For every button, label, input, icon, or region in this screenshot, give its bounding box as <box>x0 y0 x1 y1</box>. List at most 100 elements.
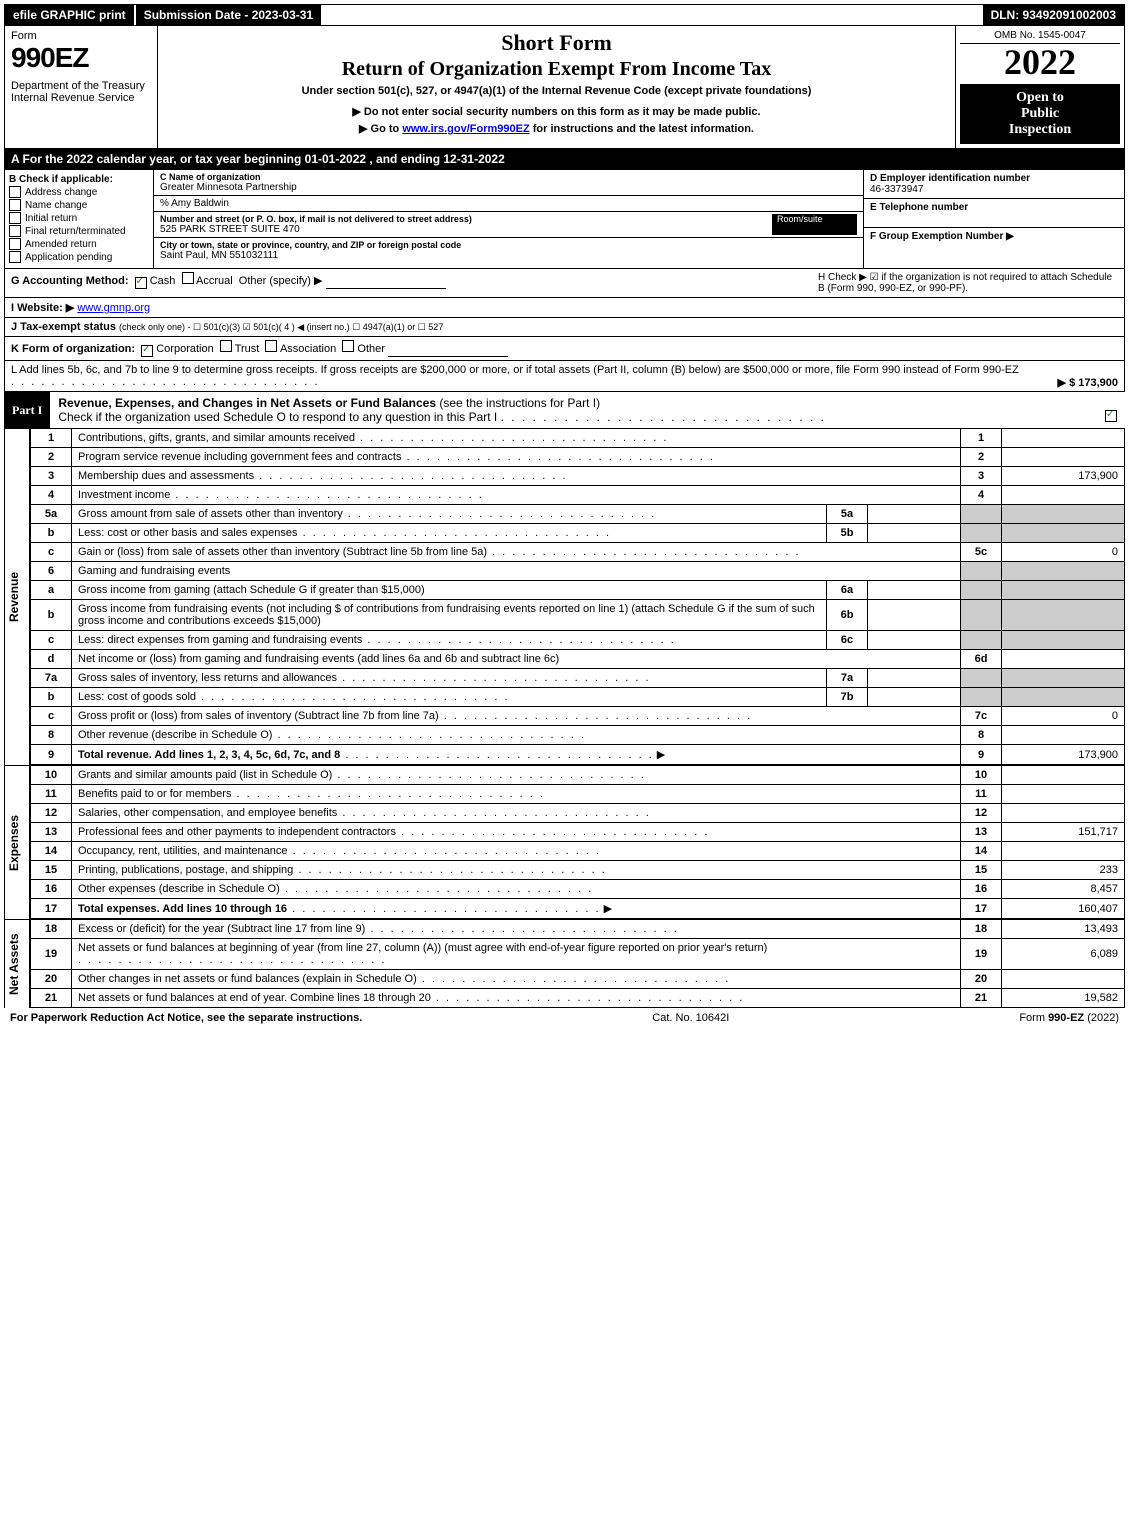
room-suite-label: Room/suite <box>772 214 857 235</box>
j-label: J Tax-exempt status <box>11 321 116 333</box>
cb-name-change[interactable]: Name change <box>9 199 149 211</box>
other-specify-blank[interactable] <box>326 276 446 289</box>
val-18: 13,493 <box>1002 920 1125 939</box>
page-footer: For Paperwork Reduction Act Notice, see … <box>4 1008 1125 1028</box>
cb-cash[interactable] <box>135 277 147 289</box>
i-label: I Website: ▶ <box>11 302 74 314</box>
cb-address-change[interactable]: Address change <box>9 186 149 198</box>
part1-title-bold: Revenue, Expenses, and Changes in Net As… <box>58 396 436 410</box>
cb-schedule-o[interactable] <box>1105 410 1117 422</box>
row-i: I Website: ▶ www.gmnp.org <box>4 298 1125 318</box>
val-6b <box>868 600 961 631</box>
cb-accrual[interactable] <box>182 272 194 284</box>
form-header: Form 990EZ Department of the Treasury In… <box>4 26 1125 149</box>
footer-right: Form 990-EZ (2022) <box>1019 1012 1119 1024</box>
row-gh: G Accounting Method: Cash Accrual Other … <box>4 269 1125 298</box>
footer-left: For Paperwork Reduction Act Notice, see … <box>10 1012 362 1024</box>
website-link[interactable]: www.gmnp.org <box>77 302 150 314</box>
city-value: Saint Paul, MN 551032111 <box>160 250 857 261</box>
val-2 <box>1002 448 1125 467</box>
val-10 <box>1002 766 1125 785</box>
title-short-form: Short Form <box>162 30 951 56</box>
other-org-blank[interactable] <box>388 344 508 357</box>
val-7c: 0 <box>1002 707 1125 726</box>
col-b-checkboxes: B Check if applicable: Address change Na… <box>5 170 154 268</box>
g-label: G Accounting Method: <box>11 275 129 287</box>
part1-check-line: Check if the organization used Schedule … <box>58 410 497 424</box>
netassets-table: 18Excess or (deficit) for the year (Subt… <box>30 919 1125 1008</box>
val-11 <box>1002 785 1125 804</box>
cb-corp[interactable] <box>141 345 153 357</box>
val-7a <box>868 669 961 688</box>
expenses-section: Expenses 10Grants and similar amounts pa… <box>4 765 1125 919</box>
irs-link[interactable]: www.irs.gov/Form990EZ <box>402 123 529 135</box>
val-15: 233 <box>1002 861 1125 880</box>
val-5a <box>868 505 961 524</box>
topbar: efile GRAPHIC print Submission Date - 20… <box>4 4 1125 26</box>
tax-year: 2022 <box>960 44 1120 80</box>
val-20 <box>1002 970 1125 989</box>
subtitle-section: Under section 501(c), 527, or 4947(a)(1)… <box>162 85 951 97</box>
section-bcdef: B Check if applicable: Address change Na… <box>4 170 1125 269</box>
netassets-section: Net Assets 18Excess or (deficit) for the… <box>4 919 1125 1008</box>
revenue-section: Revenue 1Contributions, gifts, grants, a… <box>4 428 1125 765</box>
part1-header: Part I Revenue, Expenses, and Changes in… <box>4 392 1125 428</box>
cb-other-org[interactable] <box>342 340 354 352</box>
val-1 <box>1002 429 1125 448</box>
row-l: L Add lines 5b, 6c, and 7b to line 9 to … <box>4 361 1125 392</box>
title-return: Return of Organization Exempt From Incom… <box>162 58 951 81</box>
irs-label: Internal Revenue Service <box>11 92 151 104</box>
cb-final-return[interactable]: Final return/terminated <box>9 225 149 237</box>
val-6a <box>868 581 961 600</box>
val-8 <box>1002 726 1125 745</box>
h-schedule-b: H Check ▶ ☑ if the organization is not r… <box>810 272 1118 294</box>
d-ein-value: 46-3373947 <box>870 184 923 195</box>
dln: DLN: 93492091002003 <box>983 5 1124 25</box>
form-number: 990EZ <box>11 42 151 74</box>
efile-print-label[interactable]: efile GRAPHIC print <box>5 5 134 25</box>
val-19: 6,089 <box>1002 939 1125 970</box>
val-17: 160,407 <box>1002 899 1125 919</box>
org-name: Greater Minnesota Partnership <box>160 182 857 193</box>
street-value: 525 PARK STREET SUITE 470 <box>160 224 772 235</box>
val-9: 173,900 <box>1002 745 1125 765</box>
row-k: K Form of organization: Corporation Trus… <box>4 337 1125 361</box>
form-label: Form <box>11 30 151 42</box>
goto-link-line: ▶ Go to www.irs.gov/Form990EZ for instru… <box>162 122 951 135</box>
street-label: Number and street (or P. O. box, if mail… <box>160 214 772 224</box>
revenue-vert-label: Revenue <box>4 428 30 765</box>
cb-initial-return[interactable]: Initial return <box>9 212 149 224</box>
l-amount: ▶ $ 173,900 <box>1058 376 1118 389</box>
row-j: J Tax-exempt status (check only one) - ☐… <box>4 318 1125 337</box>
care-of: % Amy Baldwin <box>154 196 863 212</box>
e-phone-label: E Telephone number <box>870 202 968 213</box>
part1-title-rest: (see the instructions for Part I) <box>436 396 600 410</box>
row-a-tax-year: A For the 2022 calendar year, or tax yea… <box>4 149 1125 170</box>
val-5b <box>868 524 961 543</box>
val-5c: 0 <box>1002 543 1125 562</box>
dept-treasury: Department of the Treasury <box>11 80 151 92</box>
l-text: L Add lines 5b, 6c, and 7b to line 9 to … <box>11 364 1019 376</box>
val-16: 8,457 <box>1002 880 1125 899</box>
val-4 <box>1002 486 1125 505</box>
k-label: K Form of organization: <box>11 343 135 355</box>
cb-assoc[interactable] <box>265 340 277 352</box>
val-6c <box>868 631 961 650</box>
open-to-public: Open to Public Inspection <box>960 84 1120 144</box>
val-21: 19,582 <box>1002 989 1125 1008</box>
col-def: D Employer identification number 46-3373… <box>864 170 1124 268</box>
cb-amended-return[interactable]: Amended return <box>9 238 149 250</box>
cb-application-pending[interactable]: Application pending <box>9 251 149 263</box>
revenue-table: 1Contributions, gifts, grants, and simil… <box>30 428 1125 765</box>
expenses-table: 10Grants and similar amounts paid (list … <box>30 765 1125 919</box>
col-c-org-info: C Name of organization Greater Minnesota… <box>154 170 864 268</box>
val-12 <box>1002 804 1125 823</box>
val-7b <box>868 688 961 707</box>
f-group-label: F Group Exemption Number ▶ <box>870 231 1014 242</box>
val-6d <box>1002 650 1125 669</box>
cb-trust[interactable] <box>220 340 232 352</box>
c-name-label: C Name of organization <box>160 172 857 182</box>
d-ein-label: D Employer identification number <box>870 173 1030 184</box>
footer-mid: Cat. No. 10642I <box>652 1012 729 1024</box>
netassets-vert-label: Net Assets <box>4 919 30 1008</box>
